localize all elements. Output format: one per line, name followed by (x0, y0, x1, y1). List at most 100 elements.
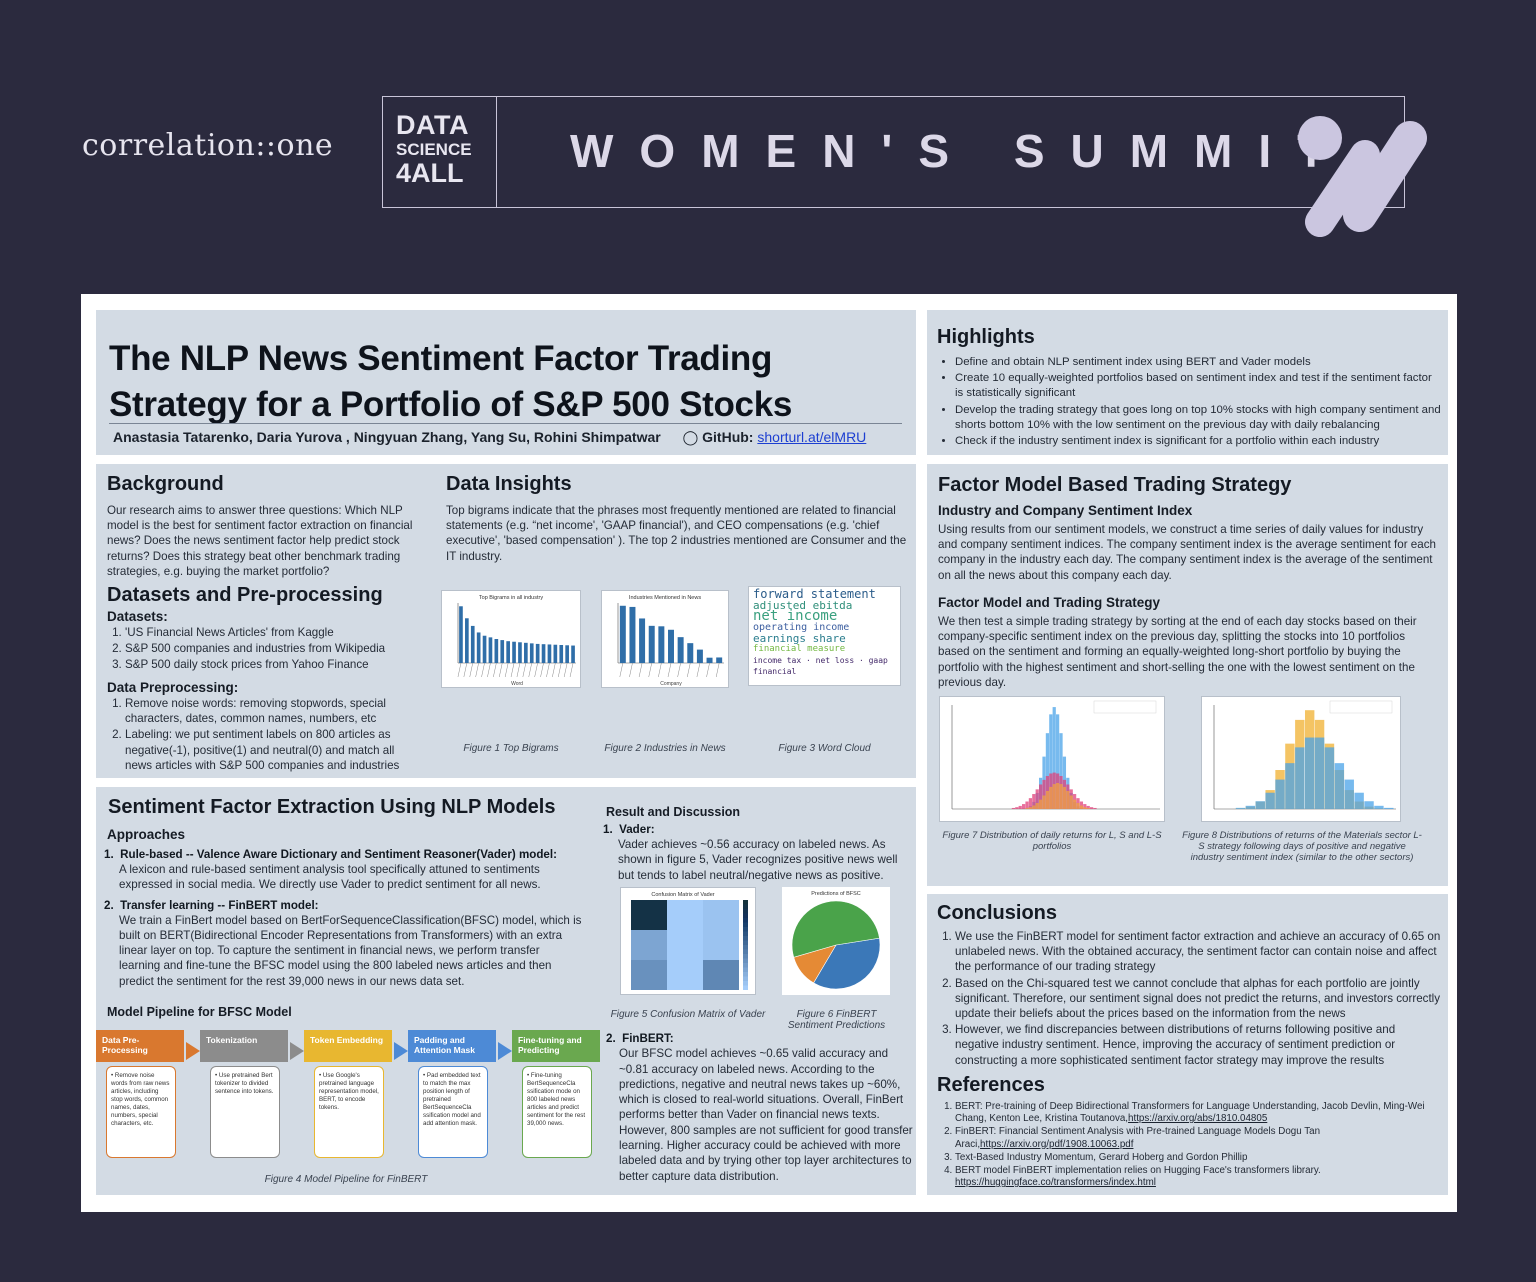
histogram-bar (1025, 801, 1029, 809)
reference-item: BERT: Pre-training of Deep Bidirectional… (955, 1101, 1442, 1125)
bar (706, 657, 713, 663)
x-axis-label: Word (511, 681, 523, 687)
highlights-panel: Highlights Define and obtain NLP sentime… (927, 310, 1448, 455)
histogram-bar (1042, 779, 1046, 809)
bar (465, 618, 469, 663)
correlation-one-logo: correlation::one (82, 128, 334, 163)
pipeline-stage-tokenization: Tokenization • Use pretrained Bert token… (200, 1030, 288, 1160)
datasets-subheading: Datasets: (107, 609, 168, 624)
wordcloud-word: financial measure (753, 644, 846, 654)
colorbar-segment (743, 913, 748, 918)
histogram-bar (1275, 779, 1285, 809)
histogram-bar (1066, 790, 1070, 809)
chart-title: Predictions of BFSC (811, 891, 861, 897)
legend-box (1093, 700, 1157, 714)
colorbar-segment (743, 900, 748, 905)
highlight-item: Define and obtain NLP sentiment index us… (955, 355, 1442, 370)
bar (696, 649, 703, 663)
heatmap-cell (667, 930, 703, 960)
x-tick-label (667, 662, 672, 678)
x-tick-label (522, 662, 527, 678)
returns-histogram (951, 700, 1160, 810)
github-link[interactable]: shorturl.at/elMRU (757, 429, 867, 445)
bar (512, 641, 516, 663)
colorbar-segment (743, 918, 748, 923)
x-tick-label (546, 662, 550, 678)
x-tick-label (677, 662, 681, 678)
figure-materials-distribution (1201, 696, 1401, 822)
ds4a-line2: SCIENCE (396, 140, 472, 159)
dataset-item: S&P 500 daily stock prices from Yahoo Fi… (125, 657, 432, 672)
ds4a-logo: DATA SCIENCE 4ALL (382, 96, 497, 208)
chart-title: Industries Mentioned in News (629, 595, 701, 601)
x-tick-label (457, 662, 462, 678)
poster-title-line1: The NLP News Sentiment Factor Trading (109, 339, 773, 378)
pipeline-stage-body: • Use pretrained Bert tokenizer to divid… (210, 1066, 280, 1158)
x-tick-label (475, 662, 479, 678)
histogram-bar (1069, 795, 1073, 809)
reference-link[interactable]: https://arxiv.org/abs/1810.04805 (1128, 1113, 1268, 1125)
bar (716, 657, 723, 663)
x-tick-label (715, 662, 720, 678)
bar (559, 645, 564, 663)
approach1-text: A lexicon and rule-based sentiment analy… (119, 863, 541, 892)
chart-title: Top Bigrams in all industry (479, 595, 543, 601)
figure3-caption: Figure 3 Word Cloud (778, 743, 871, 754)
bar (518, 642, 522, 663)
heatmap-cell (667, 900, 703, 930)
histogram-bar (1032, 794, 1036, 809)
colorbar-segment (743, 922, 748, 927)
x-tick-label (516, 662, 521, 678)
wordcloud-word: gaap financial (753, 656, 888, 676)
figure8-caption: Figure 8 Distributions of returns of the… (1182, 830, 1422, 863)
pipeline-stage-title: Fine-tuning and Predicting (512, 1030, 600, 1062)
bar (619, 605, 626, 663)
bar (571, 645, 575, 663)
x-tick-label (504, 662, 509, 678)
histogram-bar (1039, 784, 1043, 809)
histogram-bar (1035, 789, 1039, 809)
materials-histogram (1213, 700, 1396, 810)
reference-link[interactable]: https://huggingface.co/transformers/inde… (955, 1177, 1156, 1189)
background-heading: Background (107, 473, 224, 495)
wordcloud-word: adjusted ebitda (753, 599, 853, 612)
colorbar-segment (743, 949, 748, 954)
x-tick-label (696, 662, 701, 678)
highlights-list: Define and obtain NLP sentiment index us… (937, 355, 1442, 450)
x-tick-label (687, 662, 691, 678)
insights-heading: Data Insights (446, 473, 572, 495)
bar (648, 625, 655, 663)
histogram-bar (1285, 763, 1295, 809)
figure2-caption: Figure 2 Industries in News (604, 743, 726, 754)
bar (459, 606, 463, 663)
factor-heading: Factor Model Based Trading Strategy (938, 474, 1292, 496)
histogram-bar (1086, 808, 1090, 809)
conclusion-item: However, we find discrepancies between d… (955, 1022, 1442, 1068)
preprocessing-list: Remove noise words: removing stopwords, … (107, 696, 417, 774)
wordcloud-word: net income (753, 608, 838, 624)
datasets-list: 'US Financial News Articles' from Kaggle… (107, 625, 432, 674)
arrow-right-icon (394, 1042, 408, 1060)
bar (658, 626, 665, 663)
approaches-heading: Approaches (107, 827, 186, 842)
figure-top-bigrams: Top Bigrams in all industry Word (441, 590, 581, 688)
colorbar-segment (743, 936, 748, 941)
figure-confusion-matrix: Confusion Matrix of Vader (620, 887, 756, 995)
references-heading: References (937, 1074, 1045, 1096)
highlight-item: Develop the trading strategy that goes l… (955, 403, 1442, 433)
histogram-bar (1235, 807, 1246, 809)
histogram-bar (1305, 737, 1315, 809)
histogram-bar (1384, 807, 1394, 809)
pipeline-stage-embedding: Token Embedding • Use Google's pretraine… (304, 1030, 392, 1160)
factor-strategy-text: We then test a simple trading strategy b… (938, 615, 1417, 689)
model-pipeline: Data Pre-Processing • Remove noise words… (96, 1030, 600, 1162)
colorbar-segment (743, 963, 748, 968)
bar (482, 635, 487, 663)
research-poster: The NLP News Sentiment Factor Trading St… (81, 294, 1457, 1212)
reference-link[interactable]: https://arxiv.org/pdf/1908.10063.pdf (980, 1138, 1134, 1150)
colorbar-segment (743, 981, 748, 986)
bar (677, 637, 684, 663)
histogram-bar (1018, 805, 1022, 809)
colorbar-segment (743, 945, 748, 950)
approach1-title: 1. Rule-based -- Valence Aware Dictionar… (104, 848, 557, 861)
